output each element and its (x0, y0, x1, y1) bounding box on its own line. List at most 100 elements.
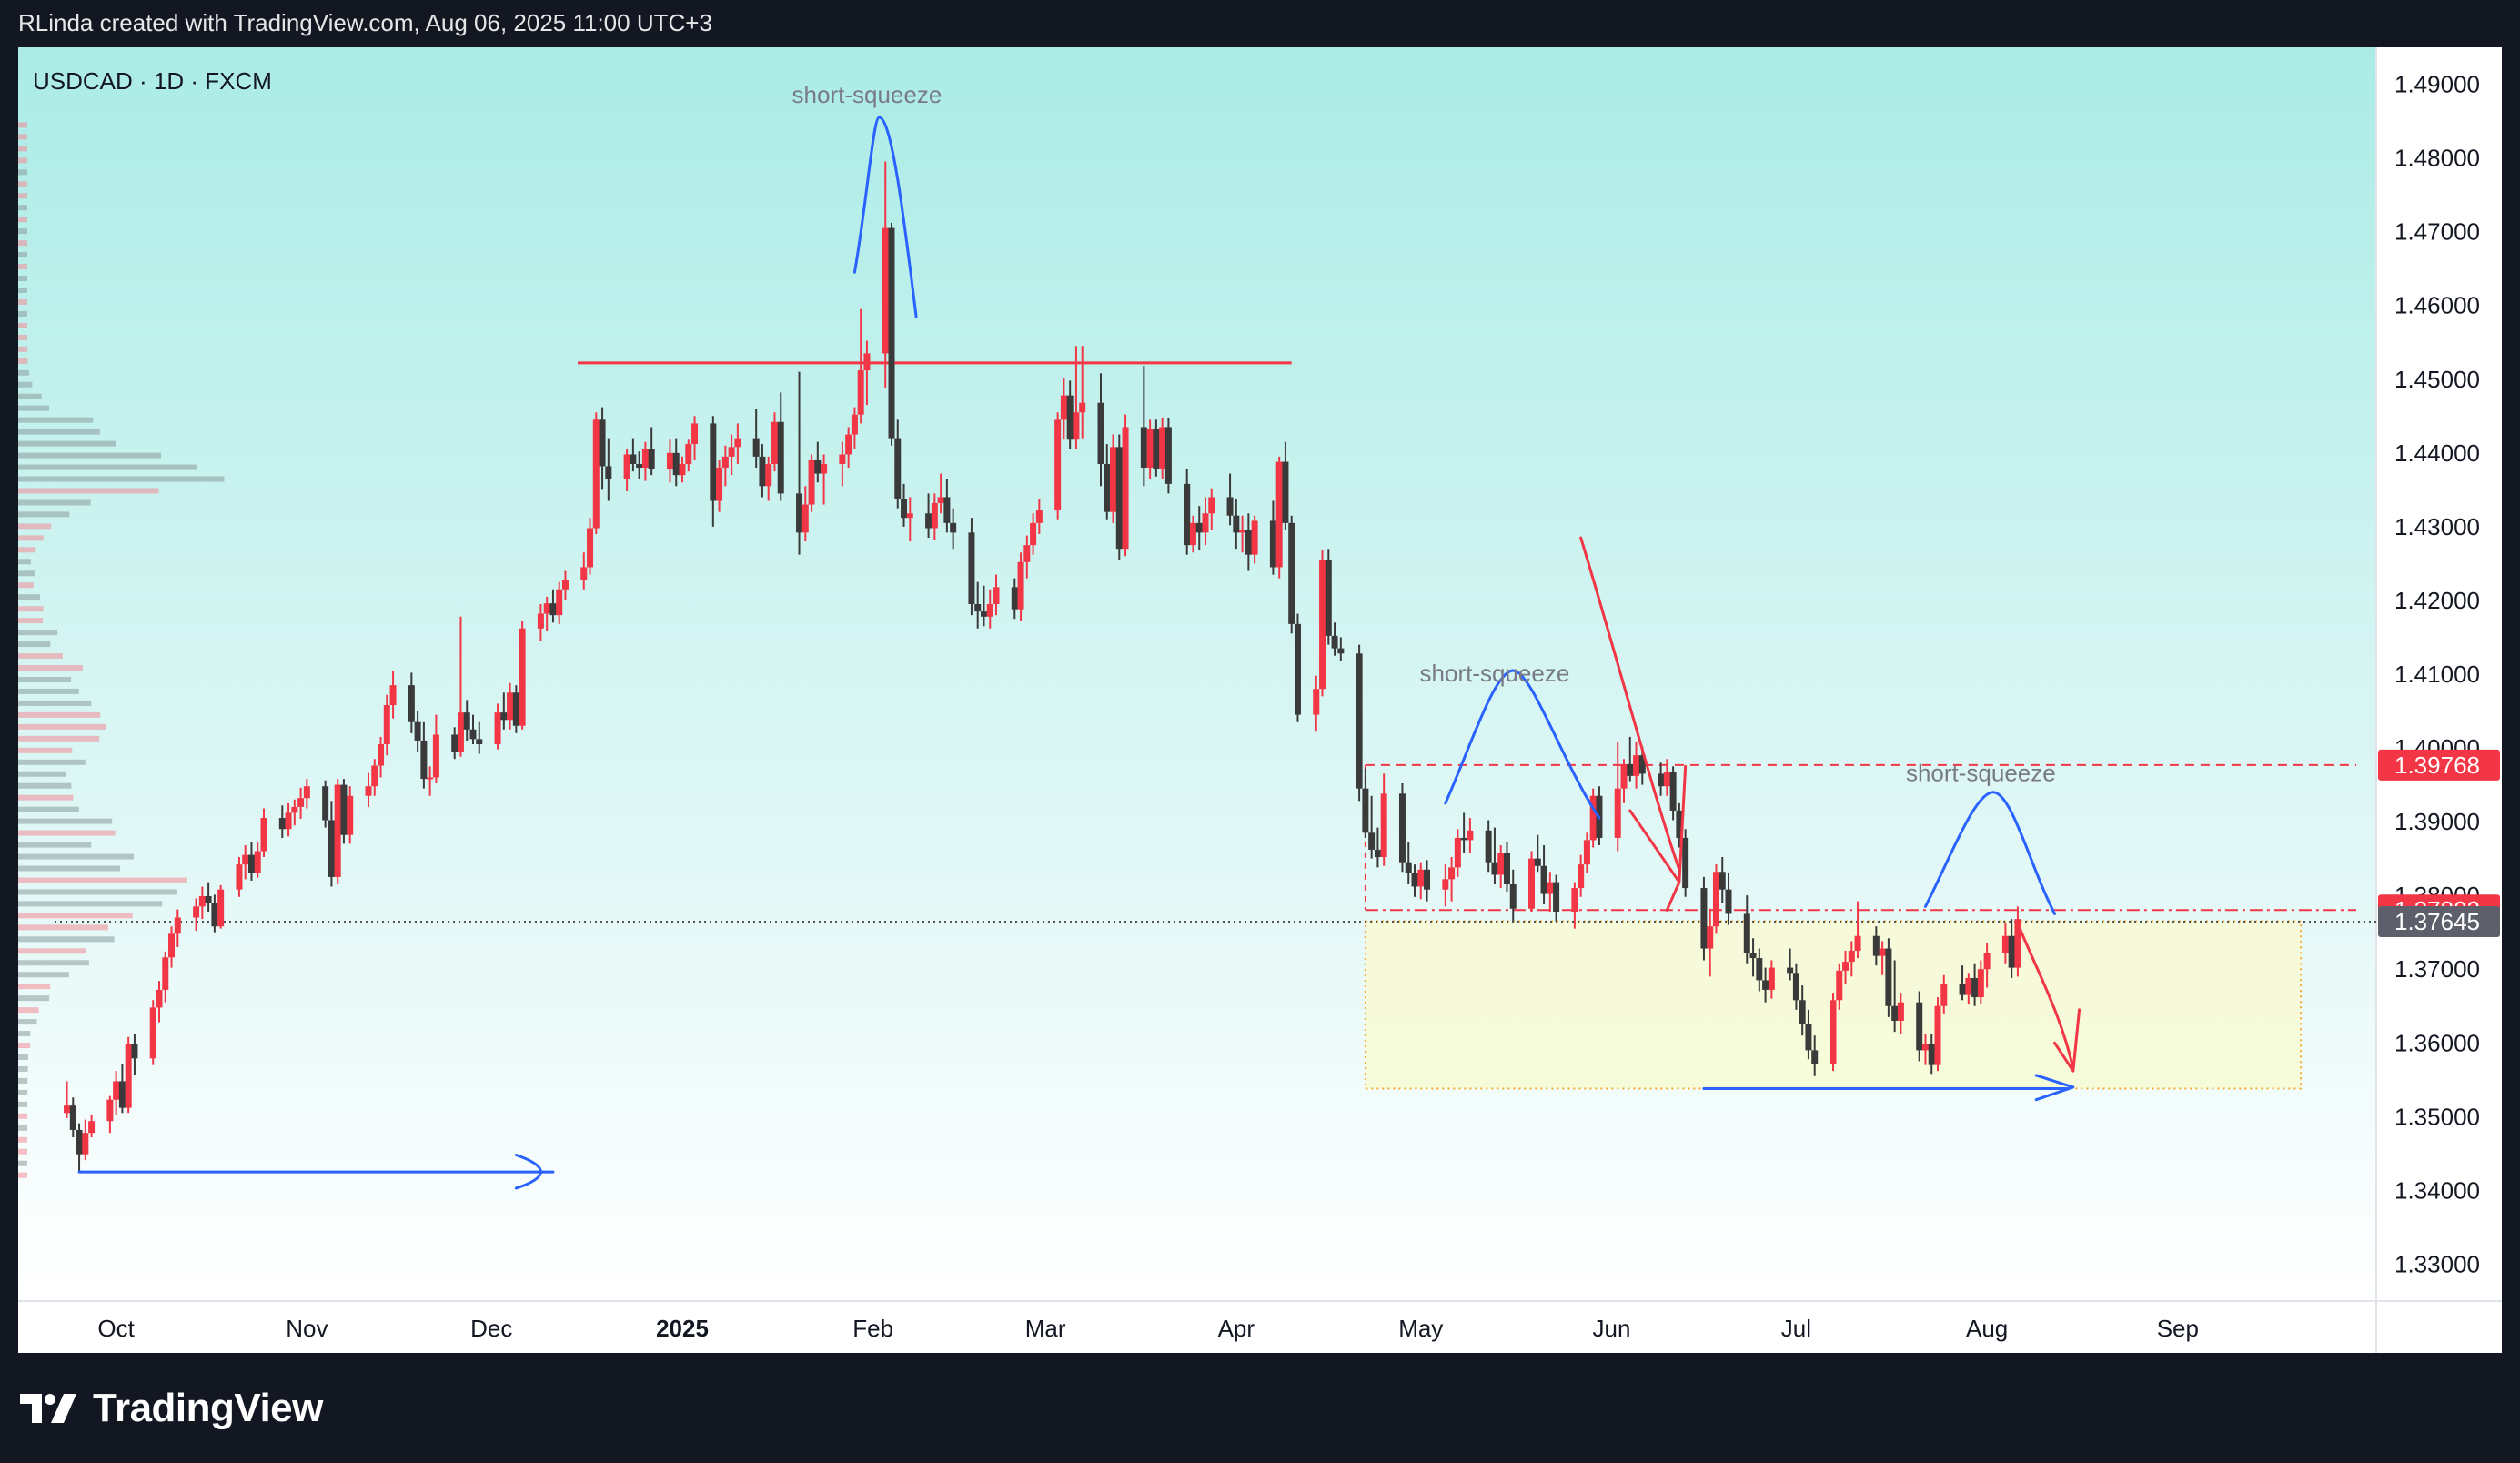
candle-body (291, 806, 298, 813)
profile-bar (18, 369, 29, 376)
candle-body (1331, 635, 1338, 649)
tradingview-logo[interactable]: TradingView (18, 1385, 323, 1432)
candle-body (636, 463, 643, 469)
candle-body (888, 227, 895, 439)
candle-body (1872, 935, 1880, 956)
candle-body (1319, 560, 1326, 690)
candle-body (1011, 587, 1018, 610)
candle-body (1658, 773, 1665, 787)
time-axis[interactable]: Oct Nov Dec 2025 Feb Mar Apr May Jun Jul Aug Sep (97, 1315, 2199, 1342)
candle-body (1202, 513, 1209, 533)
candle-body (1848, 950, 1855, 963)
profile-bar (18, 723, 106, 730)
candle-body (894, 438, 902, 499)
profile-bar (18, 393, 42, 399)
x-tick-label: Dec (470, 1315, 512, 1342)
candle-body (1547, 882, 1554, 894)
candle-body (494, 712, 501, 745)
profile-bar (18, 960, 89, 966)
profile-bar (18, 511, 70, 518)
candle-body (328, 820, 335, 877)
candle-body (1208, 497, 1215, 514)
candle-body (1965, 977, 1972, 995)
profile-bar (18, 830, 116, 836)
profile-bar (18, 547, 36, 553)
arrow-jul-head (2034, 1074, 2075, 1102)
profile-bar (18, 972, 69, 978)
candle-body (882, 227, 889, 354)
profile-bar (18, 771, 66, 777)
candle-body (1104, 463, 1111, 512)
candle-body (389, 685, 397, 706)
candle-body (1792, 973, 1799, 1001)
price-axis-background (2376, 47, 2502, 1353)
candle-body (2008, 935, 2015, 968)
profile-bar (18, 193, 27, 199)
chart-frame[interactable]: short-squeeze short-squeeze short-squeeze … (18, 47, 2502, 1353)
price-tag-label: 1.37645 (2394, 908, 2480, 935)
profile-bar (18, 1160, 28, 1166)
candle-body (1787, 967, 1794, 974)
candle-body (1140, 427, 1147, 469)
x-tick-label: Aug (1966, 1315, 2008, 1342)
candle-body (76, 1129, 83, 1155)
candle-body (1184, 483, 1191, 546)
price-axis[interactable]: 1.49000 1.48000 1.47000 1.46000 1.45000 1.440… (2378, 71, 2500, 1278)
candle-body (476, 739, 483, 745)
candle-body (801, 504, 809, 533)
profile-bar (18, 688, 79, 694)
candle-body (1983, 953, 1991, 970)
profile-bar (18, 217, 27, 223)
profile-bar (18, 122, 27, 128)
profile-bar (18, 901, 163, 907)
y-tick-label: 1.41000 (2394, 661, 2480, 688)
candle-body (69, 1105, 76, 1130)
candle-body (765, 463, 772, 487)
candle-body (162, 957, 169, 990)
candle-body (752, 438, 760, 457)
y-tick-label: 1.35000 (2394, 1103, 2480, 1130)
plot-background (18, 47, 2376, 1301)
profile-bar (18, 759, 86, 765)
candle-body (2014, 919, 2021, 968)
candle-body (1035, 510, 1043, 523)
x-tick-label: Oct (97, 1315, 135, 1342)
profile-bar (18, 287, 28, 293)
candle-body (1712, 872, 1719, 927)
price-chart[interactable]: short-squeeze short-squeezeshort-squeeze … (18, 47, 2502, 1353)
candle-body (1164, 427, 1172, 484)
candle-body (937, 497, 944, 503)
y-tick-label: 1.37000 (2394, 955, 2480, 983)
candle-body (408, 685, 415, 722)
candle-body (1485, 830, 1492, 863)
tradingview-logo-text: TradingView (93, 1386, 323, 1430)
candle-body (420, 740, 428, 780)
candle-body (1251, 520, 1258, 555)
candle-body (242, 854, 249, 865)
candle-body (278, 818, 286, 830)
profile-bar (18, 853, 134, 860)
candle-body (236, 864, 243, 890)
candle-body (1411, 873, 1418, 887)
candle-body (685, 444, 692, 464)
candle-body (1916, 1002, 1923, 1051)
candle-body (1066, 395, 1074, 440)
candle-body (1146, 429, 1154, 469)
profile-bar (18, 653, 63, 660)
y-tick-label: 1.42000 (2394, 587, 2480, 614)
candle-body (543, 603, 550, 614)
profile-bar (18, 582, 34, 589)
candle-body (691, 423, 699, 445)
candle-body (1682, 837, 1689, 889)
profile-bar (18, 700, 92, 706)
profile-bar (18, 924, 108, 931)
profile-bar (18, 405, 50, 411)
red-arrow-jun-tail (1665, 881, 1681, 912)
candle-body (254, 851, 261, 873)
candle-body (1627, 763, 1634, 776)
candle-body (1122, 427, 1129, 550)
y-tick-label: 1.34000 (2394, 1176, 2480, 1204)
profile-bar (18, 334, 28, 340)
candle-body (88, 1121, 96, 1134)
candle-body (906, 513, 913, 519)
